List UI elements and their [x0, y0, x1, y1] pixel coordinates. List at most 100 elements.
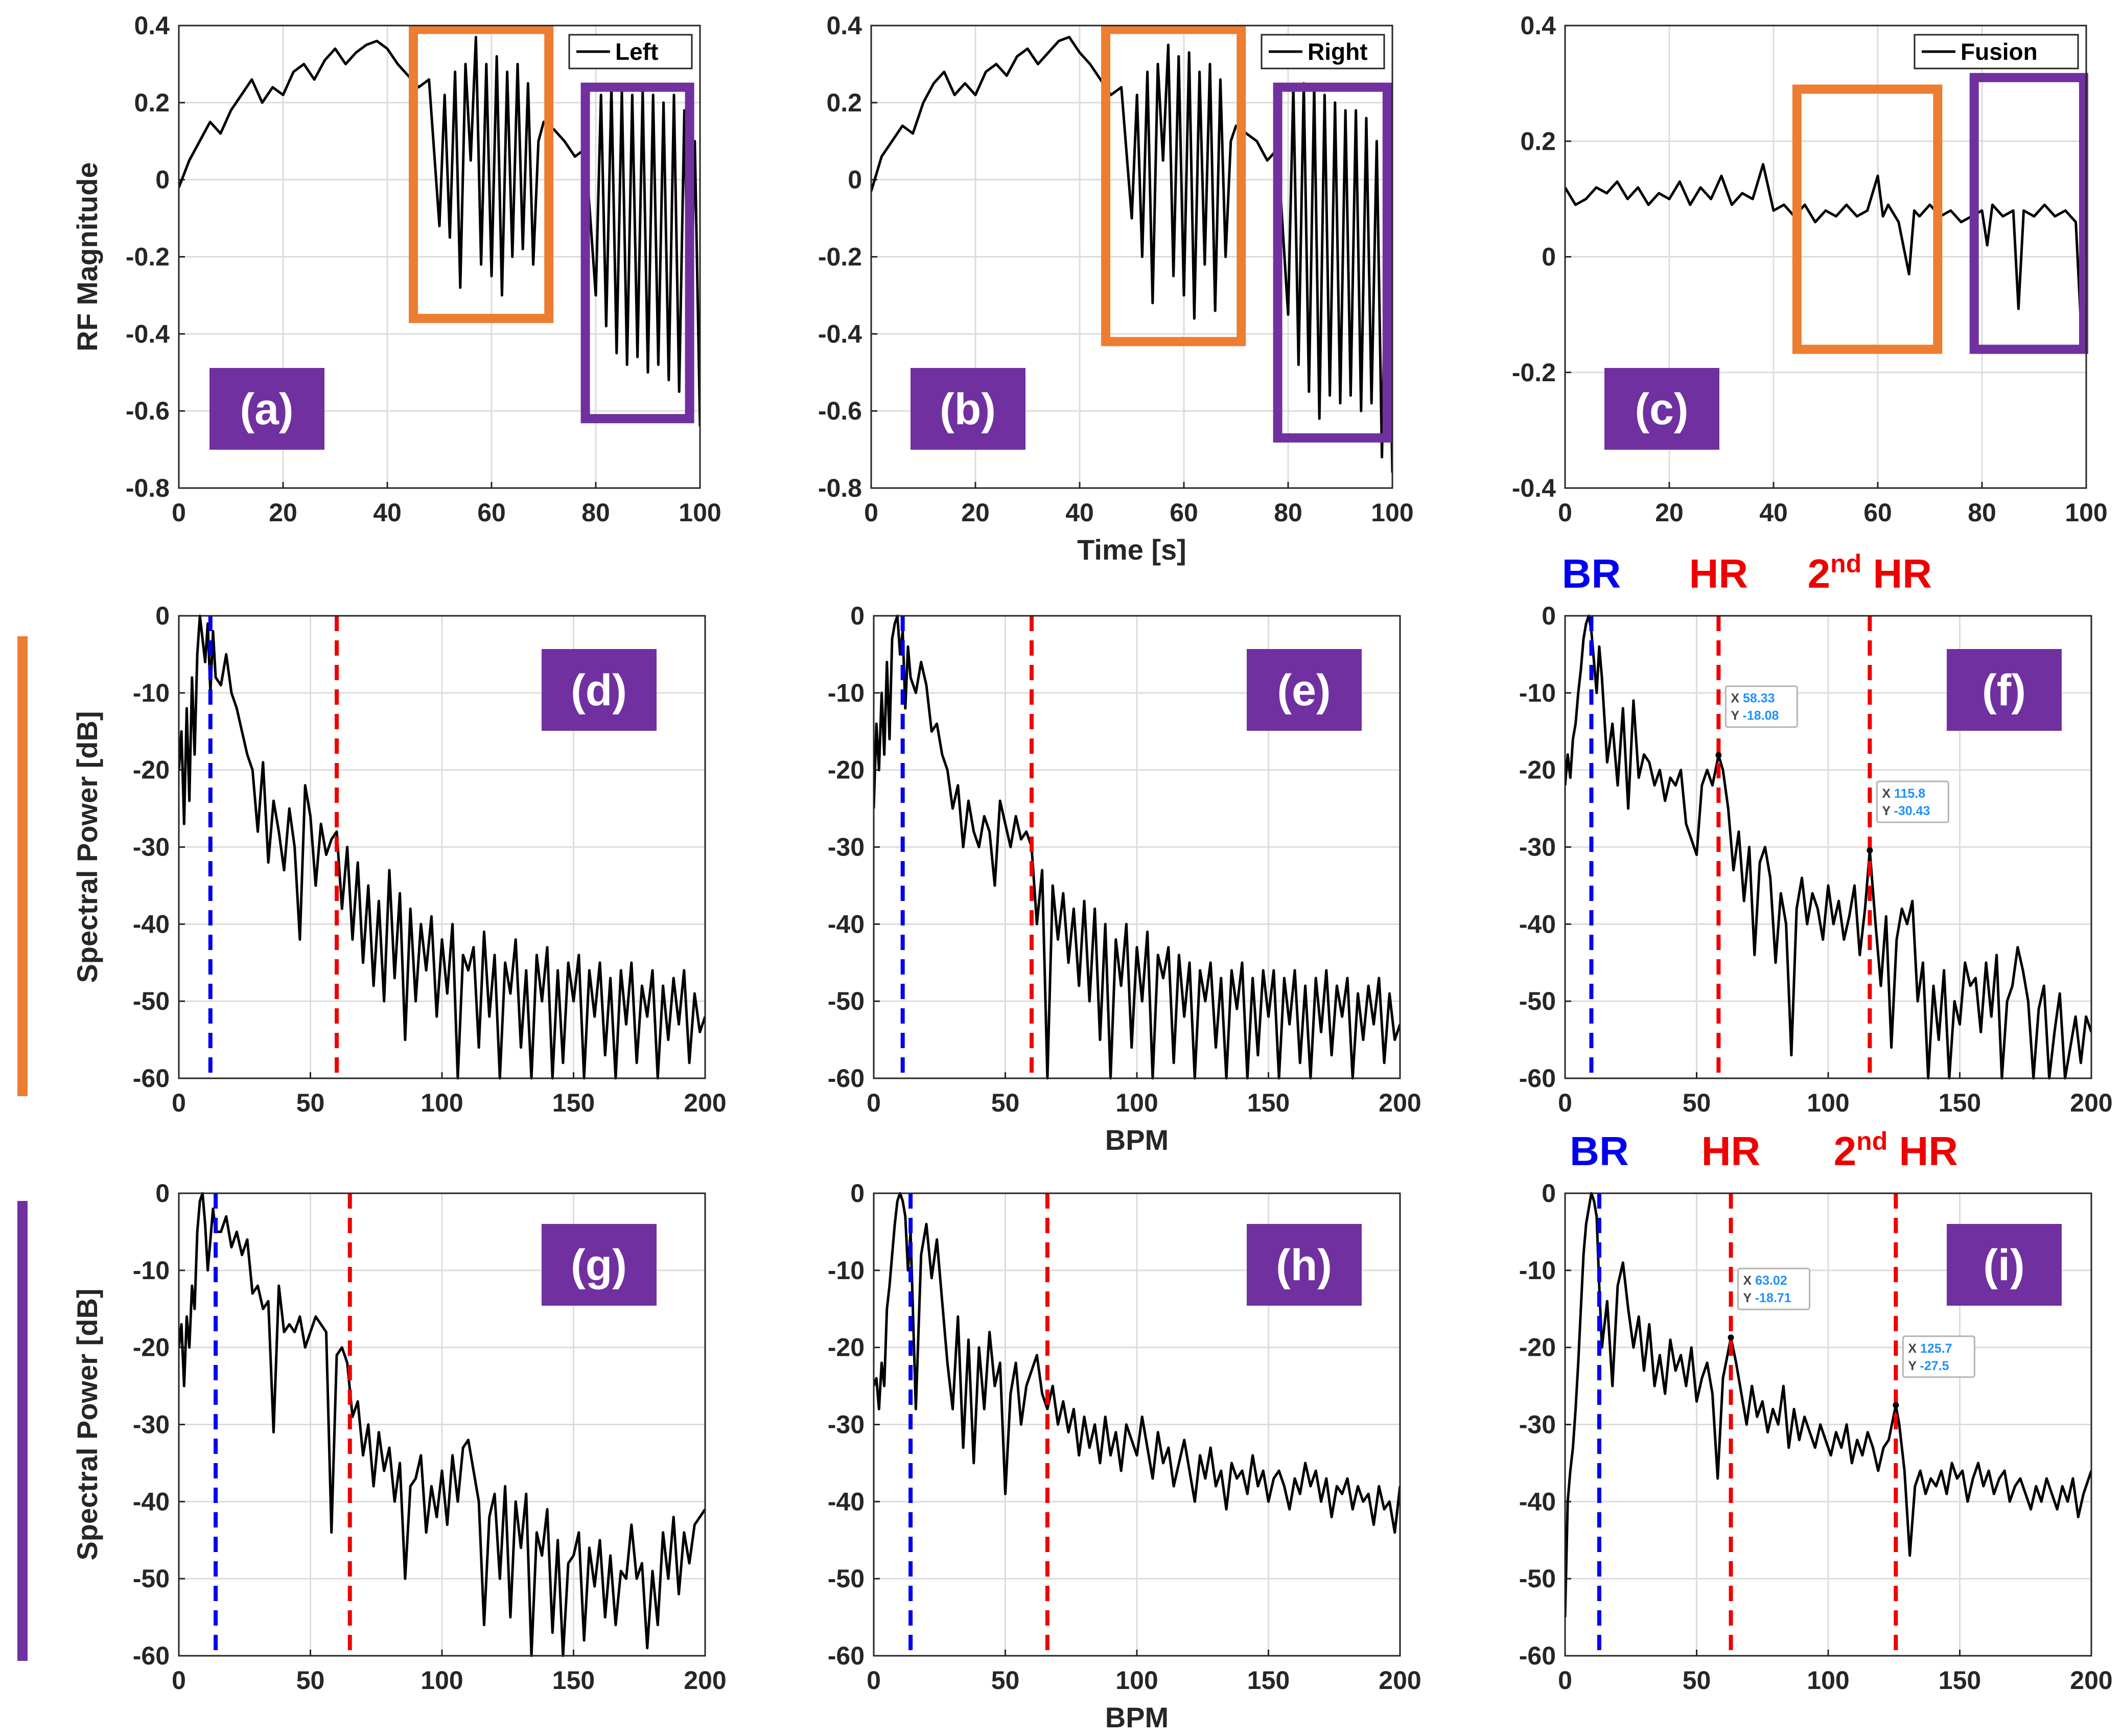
- y-tick-label: -60: [133, 1064, 170, 1093]
- y-tick-label: 0: [155, 1179, 170, 1208]
- annotation-sup: nd: [1830, 549, 1861, 578]
- series-line: [874, 1192, 1400, 1534]
- highlight-box: [1969, 73, 2088, 354]
- x-tick-label: 40: [1759, 498, 1788, 527]
- datatip-y-value: -27.5: [1920, 1359, 1949, 1373]
- datatip-box: [1902, 1335, 1975, 1378]
- annotation-sup: nd: [1856, 1127, 1887, 1155]
- panel-tag-label: (h): [1276, 1241, 1332, 1290]
- axes-box: [178, 615, 706, 1079]
- x-tick-label: 0: [867, 1666, 881, 1695]
- y-tick-label: -60: [828, 1641, 865, 1670]
- x-tick-label: 100: [421, 1089, 463, 1117]
- x-tick-label: 150: [552, 1666, 595, 1695]
- legend-label: Left: [615, 38, 658, 65]
- panel-c: 0 20 40 60 80 100 -0.4 -0.2 0 0.2 0.4 Fusion (c): [1512, 11, 2108, 527]
- x-tick-label: 0: [864, 498, 878, 527]
- panel-e: 0 50 100 150 200 -60 -50 -40 -30 -20 -10 0 (e) BPM: [828, 601, 1421, 1156]
- panel-i: 0 50 100 150 200 -60 -50 -40 -30 -20 -10 0 X 63.02 Y …: [1519, 1127, 2113, 1695]
- datatip-y-row: Y -27.5: [1908, 1359, 1949, 1373]
- panel-tag-label: (g): [571, 1241, 627, 1290]
- y-tick-label: -60: [133, 1641, 170, 1670]
- y-tick-label: -0.2: [818, 243, 862, 271]
- y-tick-label: -20: [133, 756, 170, 784]
- x-tick-label: 200: [1379, 1666, 1421, 1695]
- y-tick-label: -40: [828, 1487, 865, 1516]
- panel-tag-box: [1947, 1224, 2062, 1306]
- x-tick-label: 40: [1065, 498, 1094, 527]
- highlight-box: [1101, 25, 1246, 346]
- axes-box: [178, 25, 701, 489]
- y-tick-label: -30: [1519, 1410, 1556, 1439]
- datatip-marker: [1715, 752, 1722, 758]
- x-tick-label: 80: [581, 498, 610, 527]
- panel-tag-label: (e): [1277, 666, 1331, 715]
- annotation-hr: HR: [1701, 1128, 1761, 1174]
- axes-box: [1564, 25, 2087, 489]
- series-line: [1565, 614, 2091, 1080]
- x-axis-label: BPM: [1105, 1701, 1169, 1733]
- datatip-y-value: -30.43: [1894, 804, 1930, 818]
- series-line: [1565, 163, 2086, 328]
- y-tick-label: 0: [1542, 601, 1556, 630]
- y-tick-label: -30: [828, 833, 865, 862]
- highlight-box: [1792, 84, 1943, 354]
- x-tick-label: 100: [1115, 1666, 1158, 1695]
- y-tick-label: -40: [828, 910, 865, 938]
- datatip-marker: [1893, 1402, 1899, 1408]
- panel-tag-box: [1604, 368, 1719, 450]
- annotation-text: HR: [1701, 1128, 1761, 1174]
- panels-group: 0 20 40 60 80 100-0.8-0.6-0.4-0.200.20.4Left(…: [71, 11, 2113, 1733]
- panel-tag-box: [1247, 1224, 1362, 1306]
- y-tick-label: -50: [828, 1564, 865, 1593]
- datatip-marker: [1728, 1334, 1734, 1341]
- datatip-y-label: Y: [1731, 709, 1742, 723]
- datatip-x-row: X 58.33: [1731, 691, 1775, 706]
- axes-box: [873, 1192, 1401, 1657]
- y-tick-label: -50: [133, 987, 170, 1015]
- x-tick-label: 150: [1247, 1666, 1290, 1695]
- y-tick-label: 0: [850, 601, 865, 630]
- y-tick-label: -30: [1519, 833, 1556, 862]
- x-tick-label: 80: [1968, 498, 1996, 527]
- x-tick-label: 50: [296, 1666, 325, 1695]
- x-tick-label: 60: [1863, 498, 1892, 527]
- x-tick-label: 0: [172, 498, 186, 527]
- x-tick-label: 0: [1558, 1666, 1572, 1695]
- annotation-tail: HR: [1887, 1128, 1958, 1174]
- datatip-x-value: 63.02: [1755, 1274, 1787, 1288]
- axes-box: [1564, 1192, 2092, 1657]
- x-tick-label: 100: [1371, 498, 1413, 527]
- datatip-y-value: -18.71: [1755, 1291, 1791, 1305]
- datatip-x-label: X: [1743, 1274, 1756, 1288]
- panel-tag-label: (f): [1982, 666, 2026, 715]
- panel-tag-box: [911, 368, 1025, 450]
- x-tick-label: 200: [684, 1666, 726, 1695]
- y-tick-label: -0.8: [126, 474, 170, 502]
- series-line: [179, 1192, 705, 1657]
- datatip-x-label: X: [1731, 691, 1743, 706]
- x-tick-label: 50: [296, 1089, 325, 1117]
- datatip-y-value: -18.08: [1743, 709, 1779, 723]
- y-tick-label: -10: [828, 679, 865, 707]
- x-tick-label: 100: [421, 1666, 463, 1695]
- x-tick-label: 200: [2070, 1666, 2112, 1695]
- y-tick-label: -0.4: [818, 319, 862, 348]
- x-tick-label: 0: [172, 1089, 186, 1117]
- y-tick-label: 0.2: [134, 88, 170, 117]
- panel-tag-box: [542, 1224, 657, 1306]
- y-tick-label: 0.2: [1520, 127, 1556, 155]
- y-tick-label: -0.2: [1512, 358, 1556, 387]
- y-tick-label: 0: [1542, 243, 1556, 271]
- y-tick-label: 0: [1542, 1179, 1556, 1208]
- x-tick-label: 50: [1683, 1089, 1711, 1117]
- panel-a: 0 20 40 60 80 100 -0.8 -0.6 -0.4 -0.2 0 0.2 0.4 Left (…: [71, 11, 721, 527]
- y-tick-label: -60: [1519, 1641, 1556, 1670]
- x-tick-label: 60: [477, 498, 506, 527]
- y-tick-label: -10: [133, 679, 170, 707]
- annotation-second-hr: 2nd HR: [1808, 549, 1932, 596]
- x-tick-label: 20: [1655, 498, 1684, 527]
- datatip-box: [1724, 685, 1798, 728]
- datatip-x-value: 125.7: [1920, 1341, 1952, 1356]
